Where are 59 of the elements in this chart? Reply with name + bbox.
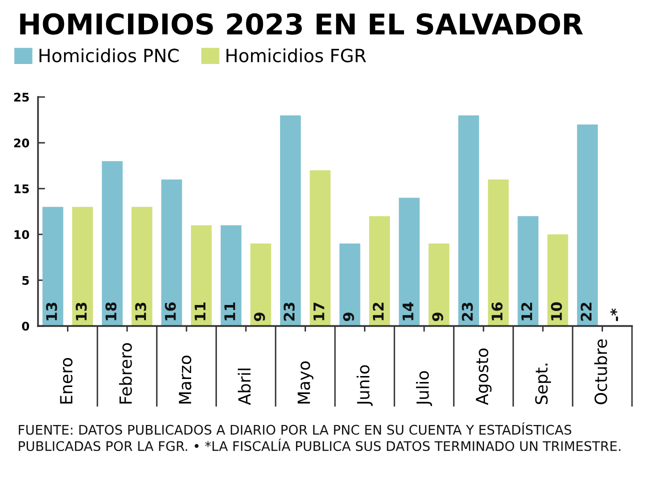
- bar: [102, 161, 123, 326]
- chart-title: HOMICIDIOS 2023 EN EL SALVADOR: [20, 13, 583, 35]
- x-tick-label: Julio: [416, 371, 432, 406]
- y-tick-label: 5: [22, 276, 29, 285]
- data-label: 11: [224, 302, 236, 320]
- data-label: 16: [492, 302, 503, 320]
- data-label: 13: [76, 302, 87, 320]
- x-tick-label: Agosto: [476, 348, 492, 406]
- data-label: 9: [343, 312, 354, 322]
- x-tick-label: Marzo: [178, 356, 192, 404]
- bar: [250, 244, 272, 326]
- bar: [132, 206, 152, 326]
- y-tick-label: 25: [14, 92, 29, 102]
- x-tick-label: Febrero: [119, 343, 132, 404]
- bar: [280, 115, 301, 326]
- legend-label: Homicidios FGR: [226, 48, 366, 62]
- bar: [488, 179, 509, 326]
- y-tick-label: 10: [14, 230, 30, 240]
- data-label: 22: [580, 302, 592, 321]
- data-label: 14: [402, 302, 414, 320]
- data-label: 23: [284, 302, 295, 321]
- bar: [577, 124, 598, 326]
- data-label: 9: [432, 312, 444, 322]
- bar: [547, 234, 568, 326]
- bar: [428, 244, 450, 326]
- x-tick-label: Octubre: [594, 339, 608, 404]
- bar: [369, 216, 390, 326]
- data-label: 17: [314, 302, 324, 320]
- data-label: 13: [46, 302, 58, 320]
- data-label: 12: [521, 302, 532, 320]
- bar: [42, 206, 64, 326]
- text: -*: [610, 308, 618, 322]
- source-note: FUENTE: DATOS PUBLICADOS A DIARIO POR LA PNC EN SU CUENTA Y ESTADÍSTICAS PUBLICADAS POR LA FGR. • *LA FISCALÍA PUBLICA SUS DATOS TERMINADO UN TRIMESTRE.: [18, 422, 620, 452]
- x-tick-label: Sept.: [535, 364, 551, 404]
- data-label: 13: [135, 302, 146, 320]
- data-label: 16: [164, 302, 176, 320]
- bar: [518, 216, 538, 326]
- x-tick-label: Enero: [60, 358, 73, 404]
- data-label: 18: [105, 302, 116, 320]
- data-label: 23: [462, 302, 473, 321]
- bar: [339, 244, 360, 326]
- bar: [458, 115, 480, 326]
- bar: [398, 198, 420, 326]
- bar: [72, 206, 93, 326]
- data-label: 11: [194, 302, 206, 320]
- x-tick-label: Junio: [356, 365, 373, 406]
- legend-label: Homicidios PNC: [40, 48, 179, 62]
- y-tick-label: 15: [14, 184, 29, 194]
- y-tick-label: 0: [22, 322, 30, 331]
- data-label: 9: [254, 312, 265, 322]
- data-label: 12: [372, 302, 384, 320]
- x-tick-label: Abril: [238, 368, 251, 406]
- bar: [220, 225, 242, 326]
- data-label: 10: [550, 302, 562, 320]
- y-tick-label: 20: [14, 138, 30, 148]
- bar: [190, 225, 212, 326]
- bar: [161, 179, 182, 326]
- bar: [310, 170, 331, 326]
- x-tick-label: Mayo: [298, 361, 314, 404]
